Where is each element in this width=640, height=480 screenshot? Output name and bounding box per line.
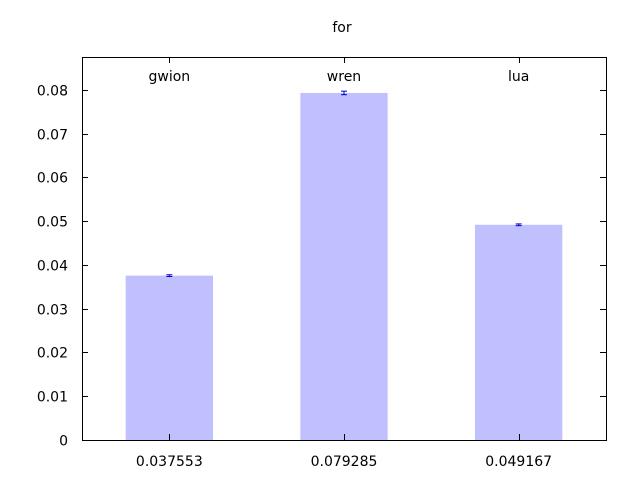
y-tick-label: 0.08 <box>37 84 68 100</box>
bar <box>300 92 388 441</box>
bars-layer <box>125 90 563 441</box>
bar <box>125 275 213 440</box>
y-tick-label: 0.07 <box>37 128 68 144</box>
chart-title: for <box>332 20 351 36</box>
y-tick-label: 0.04 <box>37 259 68 275</box>
plot-frame <box>82 57 607 441</box>
category-label: wren <box>327 69 361 85</box>
y-tick-label: 0.06 <box>37 171 68 187</box>
x-tick-label: 0.049167 <box>485 454 552 470</box>
y-tick-label: 0.05 <box>37 215 68 231</box>
category-labels: gwion wren lua <box>148 69 529 85</box>
y-tick-label: 0 <box>59 434 68 450</box>
y-tick-label: 0.03 <box>37 303 68 319</box>
bar <box>475 224 563 440</box>
y-tick-label: 0.02 <box>37 346 68 362</box>
category-label: lua <box>508 69 529 85</box>
x-tick-label: 0.037553 <box>136 454 203 470</box>
y-axis: 0 0.01 0.02 0.03 0.04 0.05 0.06 0.07 0.08 <box>37 84 606 450</box>
x-tick-label: 0.079285 <box>311 454 378 470</box>
x-axis: 0.037553 0.079285 0.049167 <box>136 57 552 470</box>
y-tick-label: 0.01 <box>37 390 68 406</box>
category-label: gwion <box>148 69 190 85</box>
